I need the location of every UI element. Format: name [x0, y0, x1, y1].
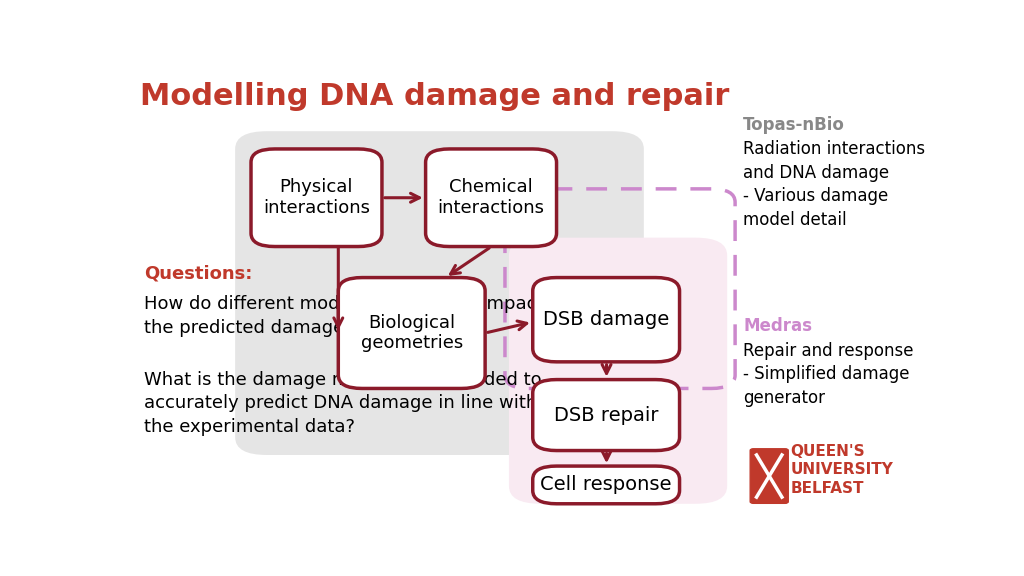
FancyBboxPatch shape	[751, 449, 788, 503]
Text: What is the damage model detail needed to
accurately predict DNA damage in line : What is the damage model detail needed t…	[143, 371, 542, 436]
FancyBboxPatch shape	[236, 131, 644, 455]
FancyBboxPatch shape	[426, 149, 557, 247]
Text: Modelling DNA damage and repair: Modelling DNA damage and repair	[140, 82, 729, 111]
Text: Physical
interactions: Physical interactions	[263, 179, 370, 217]
Text: Repair and response
- Simplified damage
generator: Repair and response - Simplified damage …	[743, 342, 913, 407]
Text: Chemical
interactions: Chemical interactions	[437, 179, 545, 217]
FancyBboxPatch shape	[532, 380, 680, 450]
Text: Topas-nBio: Topas-nBio	[743, 116, 845, 134]
FancyBboxPatch shape	[251, 149, 382, 247]
Text: How do different model assumptions impact
the predicted damage?: How do different model assumptions impac…	[143, 295, 544, 337]
FancyBboxPatch shape	[532, 466, 680, 504]
Text: Questions:: Questions:	[143, 264, 252, 282]
Text: QUEEN'S
UNIVERSITY
BELFAST: QUEEN'S UNIVERSITY BELFAST	[791, 444, 894, 496]
FancyBboxPatch shape	[509, 238, 727, 504]
Text: Medras: Medras	[743, 317, 812, 335]
Text: Radiation interactions
and DNA damage
- Various damage
model detail: Radiation interactions and DNA damage - …	[743, 140, 925, 229]
FancyBboxPatch shape	[338, 278, 485, 388]
Text: Biological
geometries: Biological geometries	[360, 313, 463, 353]
Text: Cell response: Cell response	[541, 475, 672, 494]
Text: DSB damage: DSB damage	[543, 310, 670, 329]
Text: DSB repair: DSB repair	[554, 406, 658, 425]
FancyBboxPatch shape	[532, 278, 680, 362]
